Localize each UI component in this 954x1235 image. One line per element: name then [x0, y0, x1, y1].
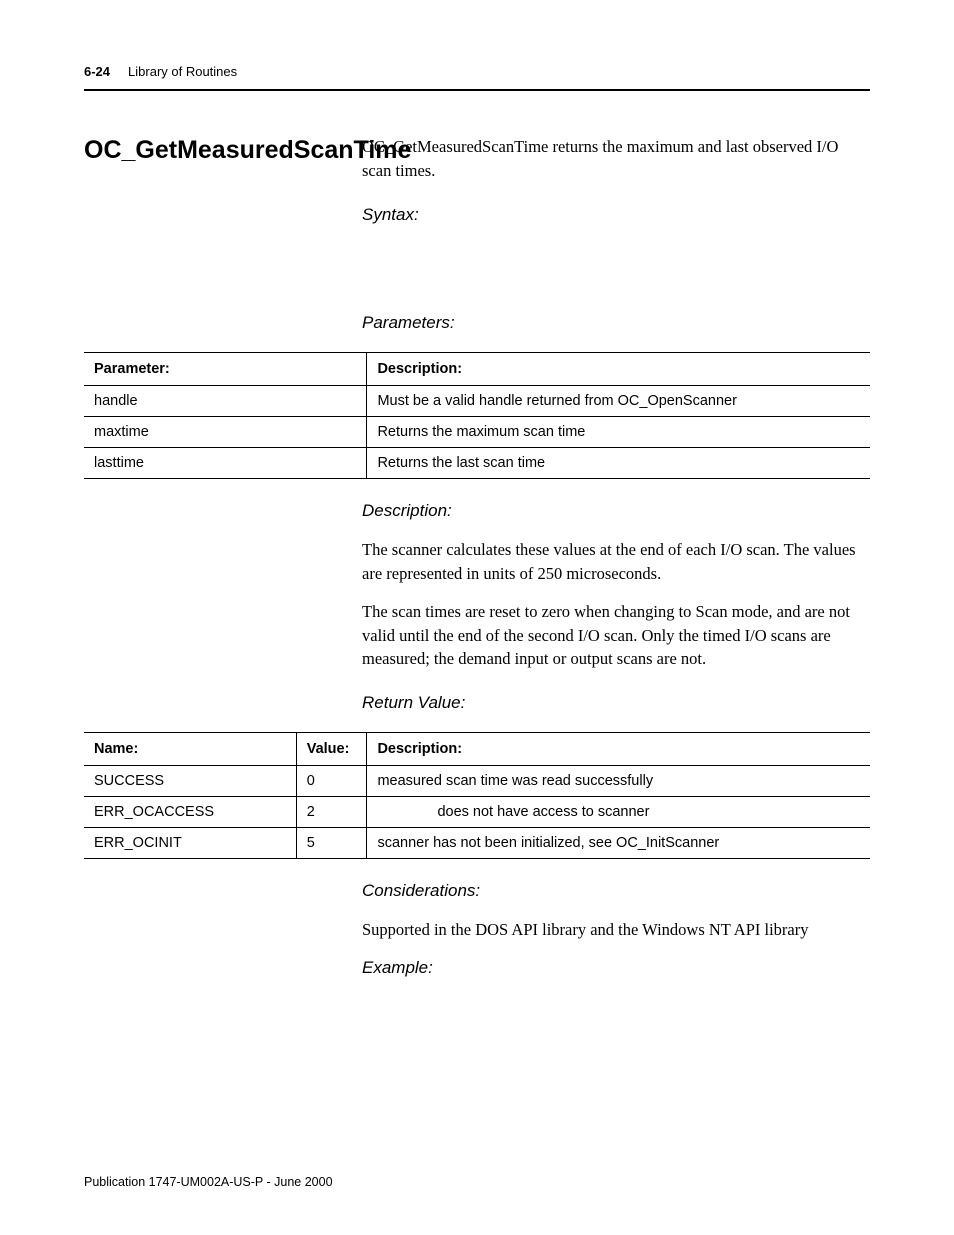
col-header: Value: [296, 733, 367, 766]
running-header: 6-24 Library of Routines [84, 64, 870, 91]
parameters-label: Parameters: [362, 311, 870, 336]
table-header-row: Parameter: Description: [84, 353, 870, 386]
cell: measured scan time was read successfully [367, 766, 870, 797]
syntax-label: Syntax: [362, 203, 870, 228]
publication-footer: Publication 1747-UM002A-US-P - June 2000 [84, 1175, 333, 1189]
description-para: The scanner calculates these values at t… [362, 538, 870, 586]
example-label: Example: [362, 956, 870, 981]
cell: ERR_OCACCESS [84, 797, 296, 828]
table-header-row: Name: Value: Description: [84, 733, 870, 766]
table-row: lasttime Returns the last scan time [84, 448, 870, 479]
cell: Returns the last scan time [367, 448, 870, 479]
table-row: maxtime Returns the maximum scan time [84, 417, 870, 448]
col-header: Parameter: [84, 353, 367, 386]
cell: 2 [296, 797, 367, 828]
cell: Must be a valid handle returned from OC_… [367, 386, 870, 417]
description-para: The scan times are reset to zero when ch… [362, 600, 870, 672]
page-heading: OC_GetMeasuredScanTime [84, 135, 334, 165]
cell: does not have access to scanner [367, 797, 870, 828]
cell: handle [84, 386, 367, 417]
return-value-table: Name: Value: Description: SUCCESS 0 meas… [84, 732, 870, 859]
section-title: Library of Routines [128, 64, 237, 79]
cell: 5 [296, 828, 367, 859]
cell: lasttime [84, 448, 367, 479]
table-row: ERR_OCACCESS 2 does not have access to s… [84, 797, 870, 828]
cell: Returns the maximum scan time [367, 417, 870, 448]
description-label: Description: [362, 499, 870, 524]
intro-paragraph: OC_GetMeasuredScanTime returns the maxim… [362, 135, 870, 183]
return-value-label: Return Value: [362, 691, 870, 716]
cell: 0 [296, 766, 367, 797]
table-row: SUCCESS 0 measured scan time was read su… [84, 766, 870, 797]
cell: SUCCESS [84, 766, 296, 797]
considerations-label: Considerations: [362, 879, 870, 904]
col-header: Name: [84, 733, 296, 766]
col-header: Description: [367, 353, 870, 386]
table-row: ERR_OCINIT 5 scanner has not been initia… [84, 828, 870, 859]
col-header: Description: [367, 733, 870, 766]
cell: maxtime [84, 417, 367, 448]
page-number: 6-24 [84, 64, 110, 79]
cell: scanner has not been initialized, see OC… [367, 828, 870, 859]
table-row: handle Must be a valid handle returned f… [84, 386, 870, 417]
considerations-text: Supported in the DOS API library and the… [362, 918, 870, 942]
parameters-table: Parameter: Description: handle Must be a… [84, 352, 870, 479]
cell: ERR_OCINIT [84, 828, 296, 859]
